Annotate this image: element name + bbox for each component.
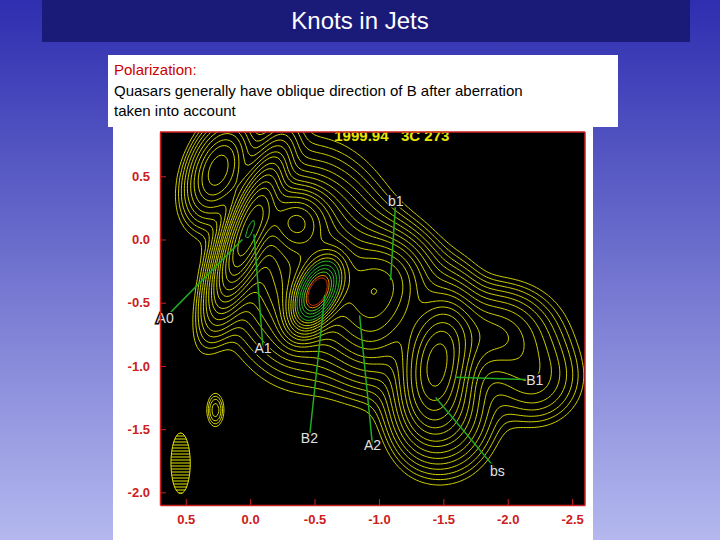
tick: -2.5 — [561, 499, 583, 527]
knot-label: B1 — [526, 372, 543, 388]
contour — [191, 132, 552, 458]
tick: -1.5 — [128, 422, 166, 437]
tick-mark — [379, 499, 380, 505]
tick-mark — [443, 499, 444, 505]
knot-label: A1 — [254, 340, 271, 356]
tick: 0.5 — [177, 499, 195, 527]
contour — [222, 175, 465, 420]
tick-mark — [160, 429, 166, 430]
pointer-line — [455, 377, 535, 380]
tick: -0.5 — [128, 295, 166, 310]
pointer-line — [360, 315, 373, 445]
tick-label: 0.0 — [132, 232, 150, 247]
tick-mark — [250, 499, 251, 505]
tick: -1.5 — [433, 499, 455, 527]
contour — [306, 275, 329, 307]
chart-title: 1999.94 3C 273 — [334, 127, 449, 144]
tick-label: -2.5 — [561, 512, 583, 527]
tick-label: -1.5 — [128, 422, 150, 437]
tick-label: -1.0 — [128, 359, 150, 374]
contour — [198, 140, 524, 447]
contour — [175, 132, 583, 485]
tick-label: -2.0 — [128, 485, 150, 500]
knot-label: b1 — [388, 193, 404, 209]
tick: -1.0 — [128, 359, 166, 374]
note-line: Quasars generally have oblique direction… — [114, 82, 523, 99]
axis-line — [161, 505, 586, 507]
pointer-line — [254, 234, 263, 348]
contour — [229, 188, 454, 400]
title-bar — [42, 0, 690, 42]
tick-label: -1.5 — [433, 512, 455, 527]
tick-label: 0.5 — [132, 169, 150, 184]
note-heading: Polarization: — [114, 61, 197, 78]
tick-mark — [160, 239, 166, 240]
y-axis: 0.5 0.0 -0.5 -1.0 -1.5 -2.0 — [128, 133, 166, 506]
slide: Knots in Jets A0 A1 B2 A2 b1 B1 bs 1999.94 3C 27… — [0, 0, 720, 540]
pointer-line — [309, 295, 324, 438]
contour — [181, 132, 572, 475]
tick-mark — [160, 366, 166, 367]
contour — [302, 269, 334, 314]
tick-mark — [186, 499, 187, 505]
contour — [208, 155, 480, 434]
contour — [194, 134, 540, 453]
contour — [233, 195, 447, 386]
contour — [202, 146, 508, 442]
slide-title: Knots in Jets — [291, 7, 428, 34]
contour — [304, 272, 332, 311]
tick-label: 0.5 — [177, 512, 195, 527]
tick: -1.0 — [368, 499, 390, 527]
tick: 0.0 — [132, 232, 166, 247]
image-panel — [113, 55, 593, 540]
tick-mark — [160, 176, 166, 177]
contour — [238, 205, 342, 323]
tick: -0.5 — [304, 499, 326, 527]
tick-mark — [508, 499, 509, 505]
knot-label: A2 — [364, 437, 381, 453]
tick-label: -2.0 — [497, 512, 519, 527]
knot-label: bs — [490, 463, 505, 479]
knot-label: B2 — [301, 430, 318, 446]
contour — [184, 132, 566, 469]
tick-label: -0.5 — [304, 512, 326, 527]
tick-mark — [315, 499, 316, 505]
frame-right — [584, 132, 586, 505]
annotations: A0 A1 B2 A2 b1 B1 bs — [157, 193, 544, 478]
contour — [179, 132, 579, 480]
tick-mark — [572, 499, 573, 505]
contour — [299, 265, 336, 317]
tick-label: -0.5 — [128, 295, 150, 310]
background — [0, 0, 720, 540]
contour-group — [171, 132, 584, 494]
axis-line — [160, 133, 162, 506]
tick: -2.0 — [128, 485, 166, 500]
contour — [226, 182, 460, 411]
tick-mark — [160, 492, 166, 493]
knot-label: A0 — [157, 310, 174, 326]
beam — [171, 433, 190, 494]
note-line: taken into account — [114, 102, 237, 119]
tick-label: -1.0 — [368, 512, 390, 527]
tick: 0.0 — [242, 499, 260, 527]
contour — [219, 169, 472, 428]
tick: 0.5 — [132, 169, 166, 184]
pointer-line — [165, 239, 242, 317]
frame-top — [160, 131, 585, 133]
contour — [187, 132, 559, 464]
pointer-line — [436, 398, 498, 471]
pointer-line — [391, 202, 396, 280]
tick-label: 0.0 — [242, 512, 260, 527]
note-box — [108, 55, 618, 127]
tick: -2.0 — [497, 499, 519, 527]
tick-mark — [160, 303, 166, 304]
x-axis: 0.5 0.0 -0.5 -1.0 -1.5 -2.0 -2.5 — [161, 499, 586, 527]
